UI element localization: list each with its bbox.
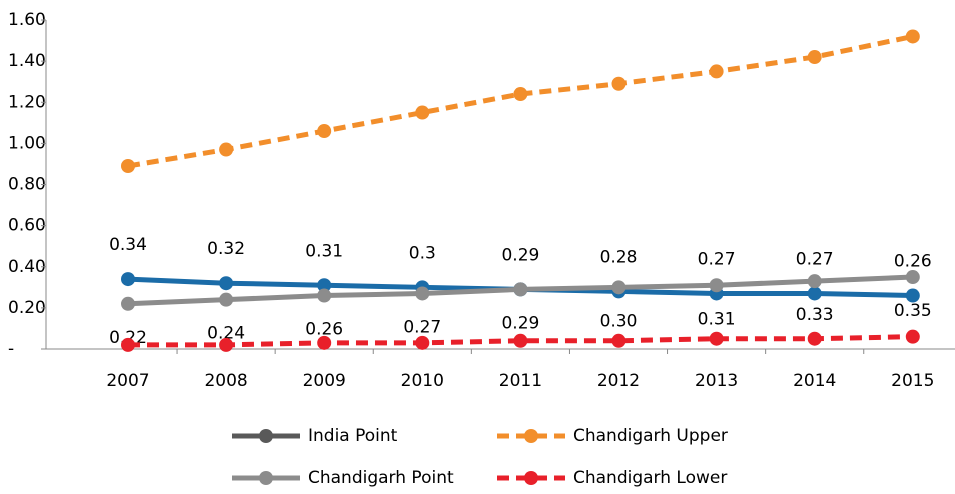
x-tick-label: 2014 (793, 371, 836, 391)
legend-label: Chandigarh Upper (573, 426, 728, 446)
data-point (317, 124, 332, 139)
data-point (317, 278, 332, 293)
y-tick-label: 0.40 (8, 257, 46, 277)
x-tick-label: 2007 (106, 371, 149, 391)
legend-marker (524, 429, 538, 443)
data-point (219, 337, 234, 352)
y-tick-label: 0.20 (8, 298, 46, 318)
data-point (905, 329, 920, 344)
y-tick-label: - (8, 339, 14, 359)
data-point (415, 286, 430, 301)
data-point (121, 296, 135, 311)
data-point (709, 278, 724, 293)
y-tick-label: 1.00 (8, 133, 46, 153)
data-point (807, 331, 822, 346)
data-point (121, 272, 135, 287)
data-label: 0.35 (894, 301, 932, 321)
legend-label: Chandigarh Point (308, 468, 454, 488)
y-tick-label: 0.60 (8, 216, 46, 236)
series-line (127, 34, 914, 169)
data-label: 0.31 (305, 241, 343, 261)
legend-label: Chandigarh Lower (573, 468, 727, 488)
y-tick-label: 1.20 (8, 92, 46, 112)
data-label: 0.27 (698, 249, 736, 269)
data-label: 0.24 (207, 324, 245, 344)
data-point (219, 142, 234, 157)
data-point (807, 50, 822, 65)
y-tick-label: 0.80 (8, 175, 46, 195)
legend-marker (259, 471, 273, 485)
x-tick-label: 2010 (401, 371, 444, 391)
data-point (121, 158, 135, 173)
data-point (415, 105, 430, 120)
data-label: 0.29 (501, 313, 539, 333)
legend-marker (524, 471, 538, 485)
data-label: 0.29 (501, 245, 539, 265)
data-label: 0.27 (796, 249, 834, 269)
data-point (121, 337, 135, 352)
data-label: 0.32 (207, 239, 245, 259)
data-point (709, 64, 724, 79)
data-point (317, 288, 332, 303)
data-point (219, 276, 234, 291)
x-tick-label: 2015 (891, 371, 934, 391)
data-label: 0.3 (409, 243, 436, 263)
data-point (317, 335, 332, 350)
x-tick-label: 2008 (204, 371, 247, 391)
legend-label: India Point (308, 426, 398, 446)
data-point (611, 333, 626, 348)
data-label: 0.26 (305, 320, 343, 340)
data-label: 0.26 (894, 252, 932, 272)
series-line (128, 334, 913, 348)
data-point (611, 76, 626, 91)
data-label: 0.34 (109, 235, 147, 255)
x-tick-label: 2013 (695, 371, 738, 391)
data-point (905, 270, 920, 285)
data-point (513, 282, 528, 297)
data-point (807, 286, 822, 301)
data-label: 0.27 (403, 317, 441, 337)
data-point (905, 288, 920, 303)
data-point (709, 331, 724, 346)
x-tick-label: 2009 (303, 371, 346, 391)
data-label: 0.30 (600, 311, 638, 331)
data-point (513, 87, 528, 102)
data-point (905, 29, 920, 44)
y-tick-label: 1.60 (8, 10, 46, 30)
x-tick-label: 2011 (499, 371, 542, 391)
data-point (219, 292, 234, 307)
data-point (807, 274, 822, 289)
data-label: 0.31 (698, 309, 736, 329)
legend-marker (259, 429, 273, 443)
data-point (513, 333, 528, 348)
data-point (415, 335, 430, 350)
data-label: 0.33 (796, 305, 834, 325)
y-tick-label: 1.40 (8, 51, 46, 71)
x-tick-label: 2012 (597, 371, 640, 391)
data-point (611, 280, 626, 295)
data-label: 0.28 (600, 247, 638, 267)
